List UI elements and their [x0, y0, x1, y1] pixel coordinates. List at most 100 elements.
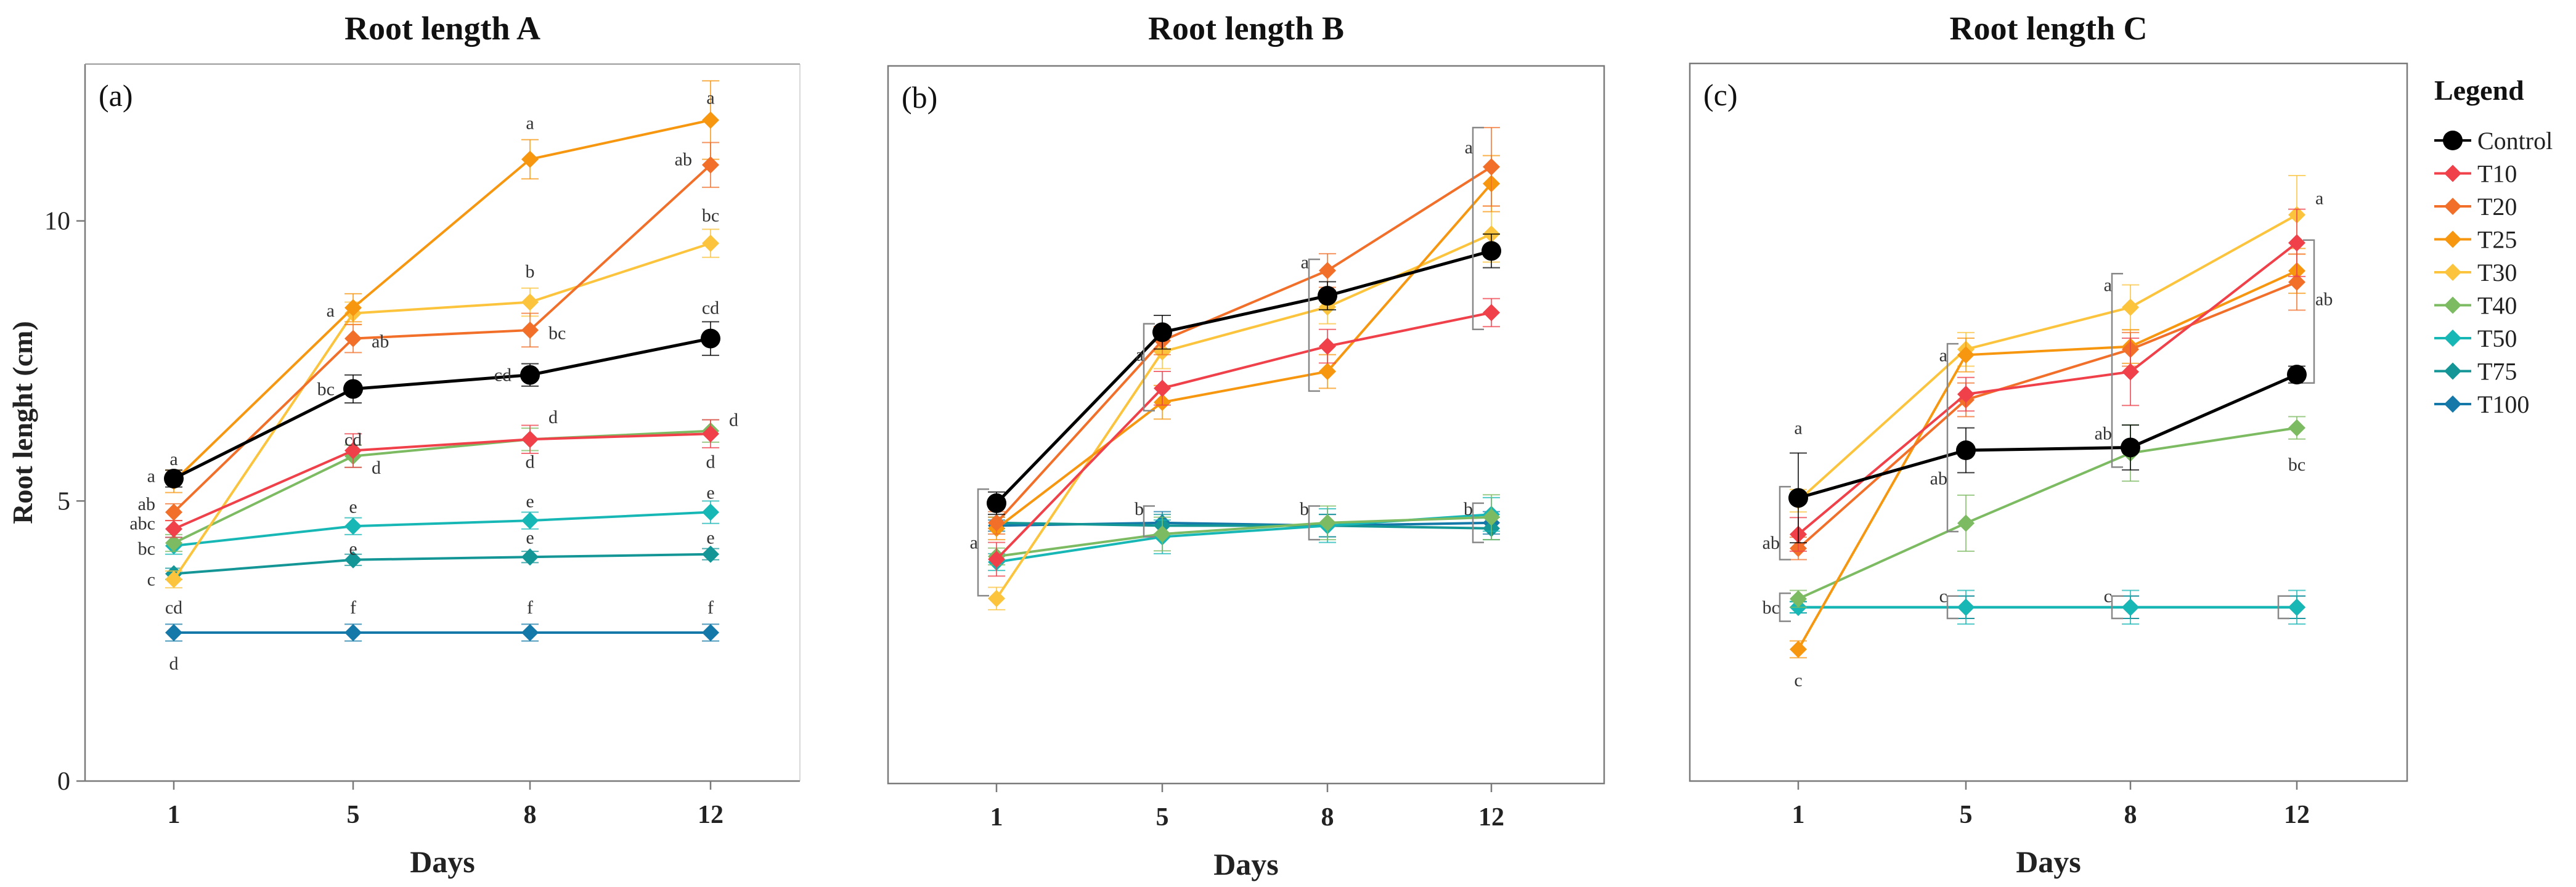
- significance-bracket: [2111, 273, 2123, 468]
- significance-letter: b: [1300, 499, 1309, 519]
- series-t40: [1790, 416, 2305, 608]
- series-t10: [988, 298, 1500, 577]
- significance-letter: a: [1794, 418, 1802, 439]
- series-line: [173, 118, 711, 482]
- series-t50: [1790, 589, 2305, 625]
- significance-letter: abc: [129, 514, 155, 534]
- x-tick-label: 5: [1960, 801, 1973, 829]
- series-t20: [165, 142, 719, 522]
- significance-bracket: [1143, 505, 1155, 538]
- significance-letter: ab: [372, 331, 389, 352]
- x-tick-label: 1: [1792, 801, 1805, 829]
- data-point: [1318, 286, 1337, 306]
- significance-bracket: [1143, 323, 1155, 411]
- series-control: [987, 233, 1501, 516]
- series-t25: [988, 155, 1500, 541]
- series-t50: [988, 496, 1500, 572]
- data-point: [1790, 590, 1807, 608]
- data-point: [1319, 514, 1336, 532]
- data-point: [988, 550, 1005, 568]
- legend-label: T100: [2477, 391, 2529, 418]
- legend-label: T25: [2477, 226, 2517, 254]
- data-point: [1957, 346, 1975, 364]
- significance-letter: cd: [165, 597, 182, 618]
- significance-letter: cd: [702, 298, 719, 318]
- data-point: [521, 512, 539, 530]
- panel-c: Root length C(c)1 5 8 12Daysaabbccaabcaabca…: [1689, 10, 2408, 879]
- data-point: [165, 570, 182, 588]
- x-axis-label: Days: [2016, 844, 2081, 879]
- x-tick-label: 12: [2284, 801, 2310, 829]
- x-tick-label: 5: [1156, 803, 1169, 832]
- data-point: [702, 235, 719, 252]
- series-line: [1798, 426, 2297, 601]
- series-line: [1797, 281, 2297, 549]
- series-t20: [1790, 253, 2305, 561]
- series-t10: [165, 419, 719, 538]
- y-tick-label: 10: [44, 208, 70, 236]
- significance-letter: f: [527, 597, 533, 618]
- series-t25: [165, 80, 719, 493]
- series-t40: [988, 494, 1500, 566]
- data-point: [2288, 234, 2305, 252]
- data-point: [1957, 598, 1975, 616]
- panel-label: (b): [902, 80, 937, 115]
- significance-letter: bc: [138, 539, 155, 559]
- legend-marker: [2443, 131, 2463, 150]
- data-point: [521, 150, 539, 168]
- legend-item: T25: [2434, 226, 2517, 254]
- series-t50: [165, 500, 719, 555]
- legend-item: T30: [2434, 259, 2517, 286]
- significance-letter: a: [327, 301, 335, 321]
- plot-frame: [1689, 62, 2408, 782]
- series-t10: [1790, 208, 2305, 552]
- series-line: [996, 521, 1492, 530]
- series-line: [995, 249, 1492, 504]
- significance-letter: e: [526, 491, 534, 511]
- data-point: [701, 328, 720, 349]
- data-point: [2122, 298, 2139, 316]
- significance-bracket: [2277, 595, 2289, 620]
- legend-marker: [2444, 395, 2461, 413]
- legend-marker: [2444, 198, 2461, 215]
- legend: Legend Control T10 T20 T25 T30 T40 T50 T75 T100: [2434, 75, 2553, 418]
- legend-marker: [2444, 230, 2461, 248]
- significance-letter: d: [372, 458, 381, 478]
- x-axis-label: Days: [410, 844, 475, 879]
- legend-marker: [2444, 164, 2461, 182]
- series-line: [995, 166, 1493, 524]
- significance-bracket: [1308, 258, 1320, 392]
- legend-label: T30: [2477, 259, 2517, 286]
- significance-letter: e: [706, 527, 714, 548]
- chart-title: Root length C: [1950, 10, 2148, 47]
- significance-letter: bc: [702, 206, 719, 226]
- chart-title: Root length B: [1148, 10, 1344, 47]
- data-point: [344, 551, 362, 569]
- significance-letter: bc: [548, 323, 566, 344]
- significance-letter: ab: [2095, 424, 2112, 444]
- significance-bracket: [1472, 502, 1484, 543]
- legend-item: T50: [2434, 325, 2517, 352]
- data-point: [2288, 273, 2305, 291]
- significance-letter: e: [526, 527, 534, 548]
- significance-bracket: [1779, 592, 1791, 622]
- data-point: [2122, 598, 2139, 616]
- legend-label: T75: [2477, 358, 2517, 386]
- significance-bracket: [1946, 342, 1958, 533]
- significance-letter: a: [1136, 345, 1144, 365]
- data-point: [988, 589, 1005, 607]
- data-point: [2122, 363, 2139, 381]
- data-point: [521, 548, 539, 566]
- significance-letter: ab: [675, 150, 692, 170]
- significance-bracket: [1779, 485, 1791, 561]
- series-control: [164, 321, 720, 488]
- data-point: [521, 624, 539, 642]
- significance-letter: cd: [494, 365, 512, 386]
- data-point: [702, 111, 719, 129]
- significance-letter: c: [2104, 586, 2112, 607]
- series-line: [995, 311, 1492, 561]
- y-tick-label: 5: [57, 487, 70, 516]
- x-tick-label: 12: [698, 801, 723, 829]
- chart-title: Root length A: [344, 10, 540, 47]
- significance-letter: c: [1794, 670, 1802, 691]
